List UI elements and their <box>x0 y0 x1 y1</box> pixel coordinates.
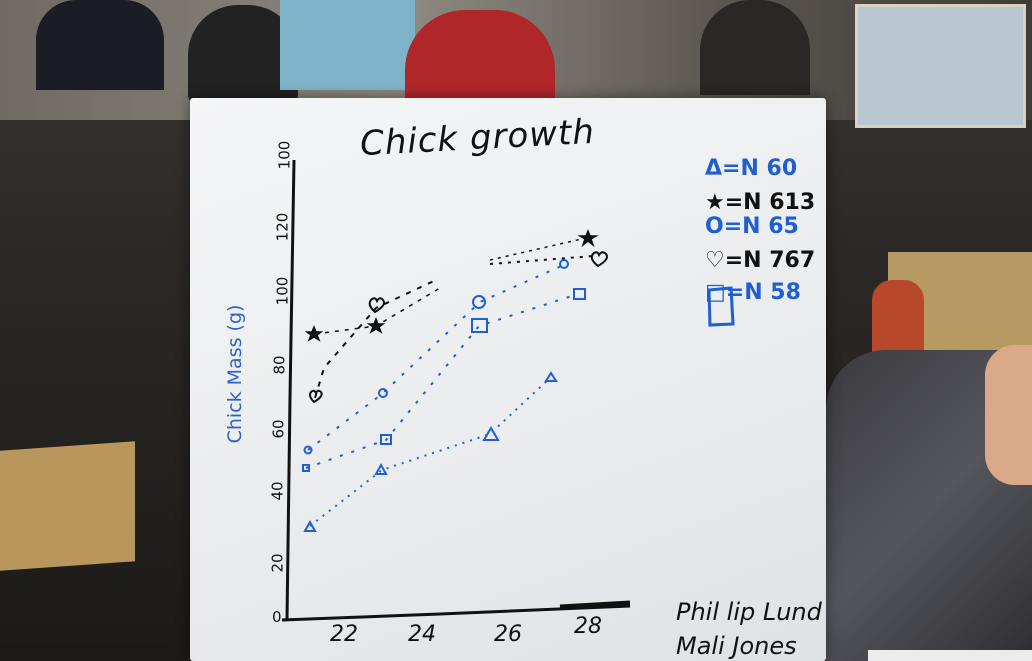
corner-strip <box>868 650 1032 661</box>
legend-star: ★=N 613 <box>705 190 816 215</box>
star-marker <box>366 316 386 334</box>
student-girl <box>188 5 298 105</box>
series-circle <box>303 259 569 455</box>
legend-triangle: Δ=N 60 <box>705 156 798 181</box>
student-right <box>700 0 810 95</box>
star-marker <box>304 324 324 342</box>
y-tick-label: 100 <box>273 276 292 306</box>
chick-growth-plot <box>281 159 735 622</box>
whiteboard: Chick growth Chick Mass (g) 20 40 60 80 … <box>190 98 826 661</box>
triangle-marker <box>544 371 558 382</box>
x-tick-label: 28 <box>574 614 602 639</box>
circle-marker <box>472 295 486 309</box>
heart-marker <box>590 251 608 268</box>
series-heart <box>309 251 608 404</box>
triangle-marker <box>303 519 317 532</box>
wall-poster <box>855 4 1026 128</box>
y-axis <box>285 159 296 621</box>
student-turquoise <box>280 0 415 90</box>
student-face <box>985 345 1032 485</box>
y-tick-label: 40 <box>268 481 287 501</box>
x-tick-label: 22 <box>330 622 358 647</box>
square-marker <box>573 288 586 300</box>
legend-circle: O=N 65 <box>705 214 799 239</box>
circle-marker <box>559 259 569 269</box>
x-tick-label: 26 <box>494 622 522 647</box>
square-marker <box>380 434 392 445</box>
series-square <box>302 288 586 472</box>
triangle-marker <box>482 426 500 441</box>
desk-left <box>0 441 135 571</box>
y-tick-label: 80 <box>270 355 289 375</box>
x-axis-overstroke <box>559 600 631 610</box>
legend-square-symbol <box>707 286 735 327</box>
triangle-marker <box>374 462 388 475</box>
circle-marker <box>303 445 313 455</box>
heart-marker <box>368 297 385 314</box>
legend-square: □=N 58 <box>705 280 801 305</box>
author-name: Mali Jones <box>676 632 797 660</box>
origin-label: 0 <box>272 608 282 626</box>
series-star <box>304 228 599 342</box>
legend-heart: ♡=N 767 <box>705 248 816 273</box>
y-tick-label: 120 <box>273 212 292 242</box>
star-marker <box>577 228 599 248</box>
square-marker <box>471 318 488 333</box>
student-left <box>36 0 164 90</box>
heart-marker <box>309 389 323 404</box>
circle-marker <box>378 388 388 398</box>
y-axis-label: Chick Mass (g) <box>224 304 246 444</box>
y-tick-label: 60 <box>269 419 288 439</box>
series-triangle <box>303 371 558 532</box>
x-tick-label: 24 <box>408 622 436 647</box>
author-name: Phil lip Lund <box>676 598 822 626</box>
square-marker <box>302 464 310 472</box>
student-red <box>405 10 555 100</box>
y-tick-label: 20 <box>268 553 287 573</box>
y-tick-label: 100 <box>275 140 294 170</box>
